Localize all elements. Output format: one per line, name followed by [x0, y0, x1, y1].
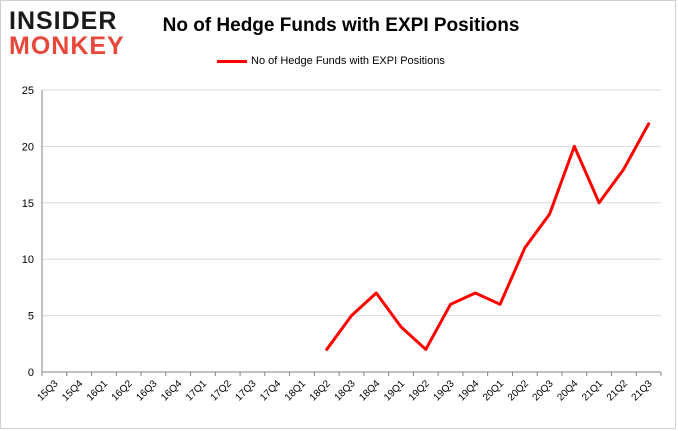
x-tick-label: 21Q1 — [580, 378, 605, 403]
x-tick-label: 18Q4 — [357, 378, 382, 403]
x-tick-label: 21Q3 — [630, 378, 655, 403]
x-tick-label: 17Q4 — [258, 378, 283, 403]
x-tick-label: 17Q3 — [234, 378, 259, 403]
chart-title: No of Hedge Funds with EXPI Positions — [162, 15, 520, 36]
x-tick-label: 19Q3 — [432, 378, 457, 403]
logo-line-1: INSIDER — [9, 7, 118, 35]
x-tick-label: 17Q1 — [184, 378, 209, 403]
x-tick-label: 20Q4 — [555, 378, 580, 403]
x-tick-label: 16Q1 — [85, 378, 110, 403]
x-tick-label: 20Q1 — [481, 378, 506, 403]
y-tick-label: 25 — [22, 85, 34, 97]
x-tick-label: 18Q3 — [333, 378, 358, 403]
x-tick-label: 16Q2 — [110, 378, 135, 403]
y-tick-label: 5 — [28, 311, 34, 323]
y-tick-label: 15 — [22, 198, 34, 210]
x-tick-label: 20Q2 — [506, 378, 531, 403]
x-tick-label: 17Q2 — [209, 378, 234, 403]
x-tick-label: 19Q1 — [382, 378, 407, 403]
logo-line-2: MONKEY — [9, 32, 125, 60]
x-tick-label: 19Q4 — [456, 378, 481, 403]
y-tick-label: 10 — [22, 254, 34, 266]
x-tick-label: 21Q2 — [605, 378, 630, 403]
chart-legend: No of Hedge Funds with EXPI Positions — [217, 53, 445, 69]
x-tick-label: 18Q2 — [308, 378, 333, 403]
x-tick-label: 15Q3 — [35, 378, 60, 403]
y-tick-label: 20 — [22, 141, 34, 153]
legend-label: No of Hedge Funds with EXPI Positions — [251, 55, 445, 67]
x-tick-label: 18Q1 — [283, 378, 308, 403]
x-tick-label: 20Q3 — [531, 378, 556, 403]
x-tick-label: 15Q4 — [60, 378, 85, 403]
x-tick-label: 19Q2 — [407, 378, 432, 403]
insider-monkey-logo: INSIDER MONKEY — [9, 7, 131, 60]
series-line — [325, 122, 651, 351]
legend-swatch — [217, 59, 247, 63]
x-tick-label: 16Q4 — [159, 378, 184, 403]
y-tick-label: 0 — [28, 367, 34, 379]
x-tick-label: 16Q3 — [134, 378, 159, 403]
